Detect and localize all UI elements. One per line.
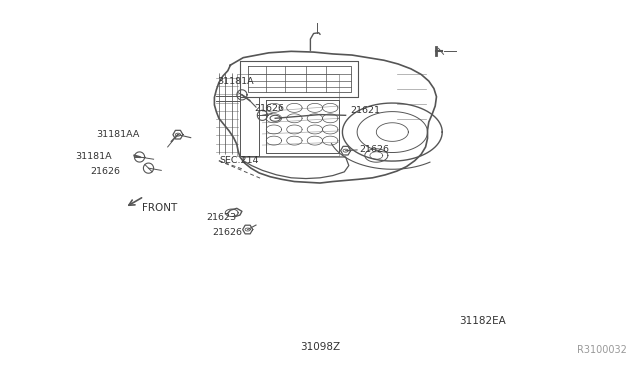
Text: 21626: 21626 (255, 104, 285, 113)
Text: R3100032: R3100032 (577, 345, 627, 355)
Text: 31181AA: 31181AA (96, 130, 140, 139)
Text: 31181A: 31181A (217, 77, 254, 86)
Text: 21623: 21623 (207, 214, 237, 222)
Text: 21626: 21626 (90, 167, 120, 176)
Text: FRONT: FRONT (142, 203, 177, 212)
Text: 31098Z: 31098Z (300, 341, 340, 352)
Text: 21621: 21621 (351, 106, 381, 115)
Text: SEC.214: SEC.214 (219, 156, 259, 165)
Text: 21626: 21626 (212, 228, 242, 237)
Text: 31182EA: 31182EA (460, 316, 506, 326)
Text: 31181A: 31181A (76, 152, 112, 161)
Text: 21626: 21626 (360, 145, 390, 154)
